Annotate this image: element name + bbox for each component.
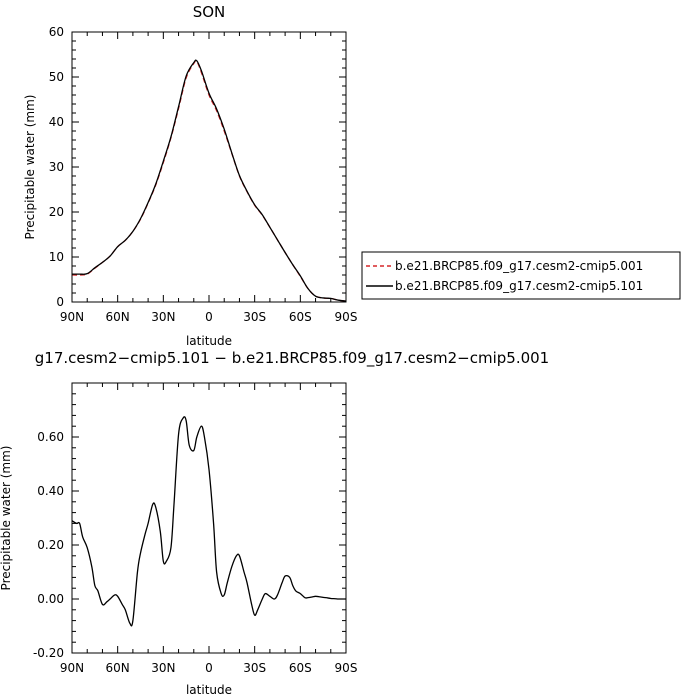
y-tick-label: -0.20 xyxy=(33,646,64,660)
legend-label-101: b.e21.BRCP85.f09_g17.cesm2-cmip5.101 xyxy=(395,279,643,293)
x-tick-label: 60S xyxy=(289,310,312,324)
x-axis-ticks: 90N 60N 30N 0 30S 60S 90S xyxy=(60,383,358,675)
y-axis-ticks: -0.20 0.00 0.20 0.40 0.60 xyxy=(33,382,346,660)
plot-frame xyxy=(71,382,347,654)
y-tick-label: 0.20 xyxy=(37,538,64,552)
chart-difference: g17.cesm2−cmip5.101 − b.e21.BRCP85.f09_g… xyxy=(0,349,549,697)
x-axis-ticks: 90N 60N 30N 0 30S 60S 90S xyxy=(60,32,358,324)
legend-box xyxy=(361,251,681,300)
x-tick-label: 30S xyxy=(243,661,266,675)
x-tick-label: 0 xyxy=(205,661,213,675)
series-line-1 xyxy=(71,59,347,302)
legend-label-001: b.e21.BRCP85.f09_g17.cesm2-cmip5.001 xyxy=(395,259,643,273)
x-tick-label: 90S xyxy=(335,310,358,324)
x-tick-label: 90S xyxy=(335,661,358,675)
x-tick-label: 0 xyxy=(205,310,213,324)
chart-son: SON Precipitable water (mm) latitude 0 10… xyxy=(23,3,357,348)
x-tick-label: 30N xyxy=(151,310,175,324)
y-tick-label: 40 xyxy=(49,115,64,129)
y-tick-label: 50 xyxy=(49,70,64,84)
series-lines xyxy=(71,59,347,302)
x-tick-label: 60S xyxy=(289,661,312,675)
series-line-0 xyxy=(71,416,346,627)
y-axis-label: Precipitable water (mm) xyxy=(0,446,13,591)
chart-title: g17.cesm2−cmip5.101 − b.e21.BRCP85.f09_g… xyxy=(35,349,549,368)
legend: b.e21.BRCP85.f09_g17.cesm2-cmip5.001 b.e… xyxy=(361,251,681,300)
y-axis-label: Precipitable water (mm) xyxy=(23,95,37,240)
x-axis-label: latitude xyxy=(186,334,232,348)
plot-frame xyxy=(71,31,347,303)
x-tick-label: 30N xyxy=(151,661,175,675)
x-axis-label: latitude xyxy=(186,683,232,697)
y-tick-label: 0 xyxy=(56,295,64,309)
x-tick-label: 90N xyxy=(60,310,84,324)
x-tick-label: 60N xyxy=(106,310,130,324)
y-tick-label: 10 xyxy=(49,250,64,264)
y-tick-label: 0.00 xyxy=(37,592,64,606)
y-tick-label: 20 xyxy=(49,205,64,219)
y-tick-label: 30 xyxy=(49,160,64,174)
y-axis-ticks: 0 10 20 30 40 50 60 xyxy=(49,25,346,309)
x-tick-label: 60N xyxy=(106,661,130,675)
y-tick-label: 60 xyxy=(49,25,64,39)
y-tick-label: 0.60 xyxy=(37,430,64,444)
y-tick-label: 0.40 xyxy=(37,484,64,498)
series-lines xyxy=(71,416,346,627)
x-tick-label: 30S xyxy=(243,310,266,324)
chart-title: SON xyxy=(193,3,226,21)
x-tick-label: 90N xyxy=(60,661,84,675)
